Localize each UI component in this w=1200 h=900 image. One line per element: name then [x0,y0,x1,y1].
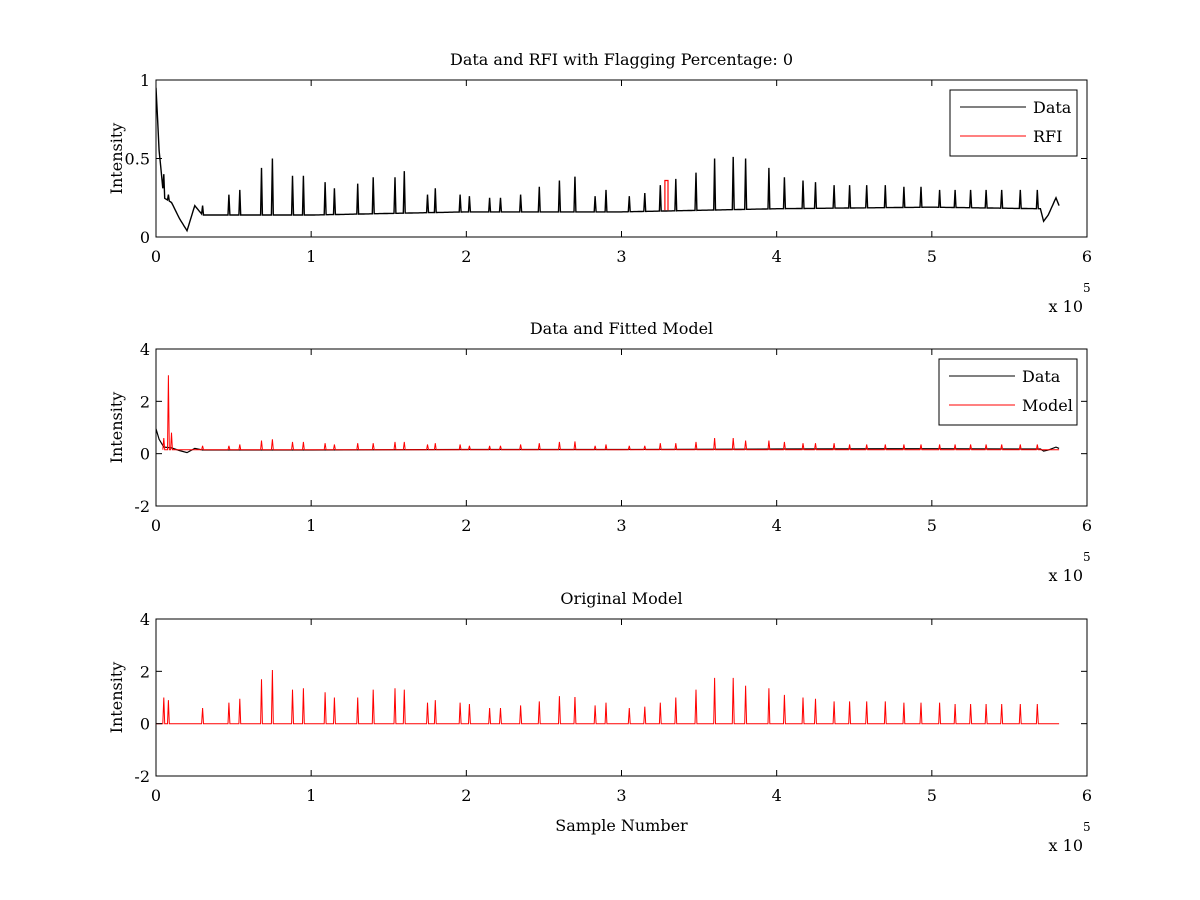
x-tick-label: 3 [616,786,626,805]
x-tick-label: 3 [616,247,626,266]
x-tick-label: 5 [927,247,937,266]
y-tick-label: 4 [140,340,150,359]
chart-title: Data and RFI with Flagging Percentage: 0 [450,50,793,69]
legend-box [938,358,1078,426]
chart-title: Original Model [560,589,682,608]
x-tick-label: 5 [927,786,937,805]
x-exponent: 5 [1083,281,1091,295]
x-tick-label: 6 [1082,247,1092,266]
x-tick-label: 1 [306,786,316,805]
x-exponent: 5 [1083,820,1091,834]
plot-area [155,618,1088,777]
data-layer [156,669,1060,725]
x-tick-label: 2 [461,516,471,535]
x-axis-label: Sample Number [555,816,688,835]
y-tick-label: 2 [140,662,150,681]
x-tick-label: 0 [151,247,161,266]
x-tick-label: 6 [1082,516,1092,535]
data-layer [156,375,1060,454]
legend-label: Data [1022,367,1061,386]
x-tick-label: 0 [151,786,161,805]
legend-label: Data [1033,98,1072,117]
y-tick-label: 0 [140,228,150,247]
plot-area [155,348,1088,507]
data-layer [156,87,1060,233]
x-tick-label: 4 [772,516,782,535]
x-tick-label: 3 [616,516,626,535]
x-tick-label: 2 [461,247,471,266]
plot-1: 0 1 2 3 4 5 6 0 0.5 1 Data and RFI with Flagging P… [107,50,1092,316]
x-exponent-base: x 10 [1049,836,1083,855]
legend: Data Model [938,358,1078,426]
y-tick-label: -2 [134,497,150,516]
y-tick-label: 0 [140,715,150,734]
legend: Data RFI [949,89,1078,157]
y-axis-label: Intensity [107,662,126,734]
y-tick-label: 0 [140,445,150,464]
chart-title: Data and Fitted Model [530,319,713,338]
x-tick-label: 5 [927,516,937,535]
y-tick-label: -2 [134,767,150,786]
legend-label: Model [1022,396,1073,415]
legend-box [949,89,1078,157]
y-axis-label: Intensity [107,123,126,195]
x-exponent-base: x 10 [1049,297,1083,316]
series-rfi [664,179,669,211]
series-data [156,87,1060,233]
x-tick-label: 1 [306,516,316,535]
x-exponent: 5 [1083,550,1091,564]
x-tick-label: 4 [772,786,782,805]
series-model [162,375,1060,451]
y-axis-label: Intensity [107,392,126,464]
y-tick-label: 2 [140,392,150,411]
plot-area [155,79,1088,238]
x-exponent-base: x 10 [1049,566,1083,585]
legend-label: RFI [1033,127,1062,146]
x-tick-label: 2 [461,786,471,805]
x-tick-label: 1 [306,247,316,266]
x-tick-label: 6 [1082,786,1092,805]
y-tick-label: 0.5 [125,150,150,169]
x-tick-label: 0 [151,516,161,535]
series-original-model [156,669,1060,725]
y-tick-label: 4 [140,610,150,629]
y-tick-label: 1 [140,71,150,90]
x-tick-label: 4 [772,247,782,266]
